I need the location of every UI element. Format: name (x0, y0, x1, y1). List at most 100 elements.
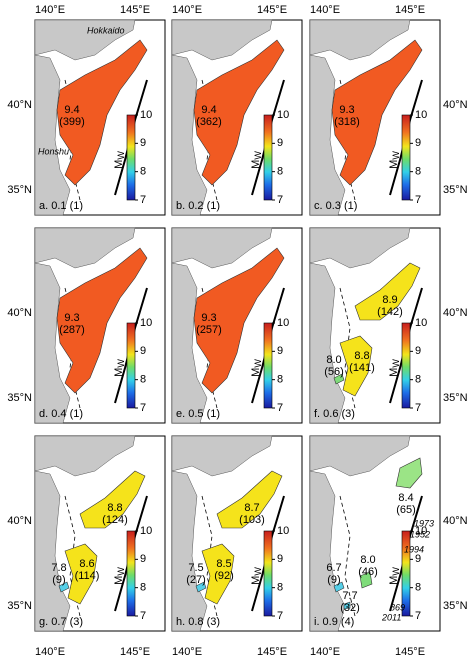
colorbar-label: MW (388, 567, 401, 585)
land (171, 435, 273, 477)
colorbar-label-main: M (388, 368, 400, 377)
latitude-label: 40°N (443, 515, 468, 527)
land (171, 262, 208, 424)
zone-count: (92) (214, 570, 234, 582)
land (34, 54, 71, 216)
land (34, 435, 136, 477)
land (309, 227, 411, 269)
panel-label: f. 0.6 (3) (314, 408, 355, 420)
colorbar-tick-label: 8 (415, 166, 421, 178)
colorbar-label-sub: W (391, 567, 401, 576)
panel-label: g. 0.7 (3) (39, 616, 83, 628)
rupture-zone (395, 457, 423, 489)
place-label: Hokkaido (87, 25, 125, 35)
land (309, 54, 346, 216)
longitude-label: 145°E (257, 646, 287, 658)
zone-count: (27) (186, 574, 206, 586)
zone-count: (103) (239, 514, 265, 526)
land (309, 435, 411, 477)
colorbar-label: MW (113, 359, 126, 377)
longitude-label: 145°E (395, 646, 425, 658)
zone-magnitude: 6.7 (326, 562, 341, 574)
zone-count: (141) (349, 362, 375, 374)
zone-count: (124) (102, 514, 128, 526)
zone-magnitude: 9.3 (339, 104, 354, 116)
year-label: 1994 (404, 544, 424, 554)
colorbar-label-sub: W (391, 359, 401, 368)
colorbar-label: MW (113, 151, 126, 169)
colorbar-label: MW (250, 359, 263, 377)
colorbar-tick-label: 8 (277, 166, 283, 178)
rupture-zone (195, 581, 207, 593)
panel-label: b. 0.2 (1) (176, 200, 220, 212)
zone-count: (32) (340, 602, 360, 614)
latitude-label: 40°N (443, 99, 468, 111)
colorbar-tick-label: 7 (415, 402, 421, 414)
zone-magnitude: 8.5 (216, 558, 231, 570)
zone-count: (362) (196, 116, 222, 128)
zone-magnitude: 8.7 (244, 502, 259, 514)
zone-count: (399) (59, 116, 85, 128)
longitude-label: 140°E (172, 4, 202, 16)
zone-magnitude: 9.4 (201, 104, 216, 116)
latitude-label: 40°N (7, 99, 32, 111)
zone-magnitude: 9.3 (201, 312, 216, 324)
colorbar-tick-label: 10 (415, 525, 427, 537)
colorbar-label: MW (388, 359, 401, 377)
rupture-zone (79, 470, 146, 529)
zone-magnitude: 8.0 (326, 354, 341, 366)
colorbar-tick-label: 9 (140, 553, 146, 565)
latitude-label: 35°N (443, 600, 468, 612)
colorbar-tick-label: 8 (140, 582, 146, 594)
panel-label: e. 0.5 (1) (176, 408, 220, 420)
rupture-zone (58, 581, 70, 593)
zone-count: (142) (377, 306, 403, 318)
longitude-label: 145°E (120, 646, 150, 658)
colorbar-tick-label: 8 (140, 374, 146, 386)
colorbar-label-main: M (388, 576, 400, 585)
zone-magnitude: 7.8 (51, 562, 66, 574)
colorbar-label: MW (250, 151, 263, 169)
colorbar-label-main: M (113, 576, 125, 585)
zone-magnitude: 8.8 (354, 350, 369, 362)
colorbar-label-main: M (250, 368, 262, 377)
rupture-zone (216, 470, 283, 529)
rupture-zone (359, 571, 373, 589)
colorbar-label: MW (250, 567, 263, 585)
colorbar-label-main: M (113, 160, 125, 169)
zone-magnitude: 8.9 (382, 294, 397, 306)
colorbar (401, 530, 411, 617)
latitude-label: 40°N (7, 515, 32, 527)
colorbar-tick-label: 7 (140, 402, 146, 414)
colorbar-tick-label: 9 (415, 137, 421, 149)
latitude-label: 40°N (443, 307, 468, 319)
land (34, 19, 136, 61)
zone-count: (46) (358, 566, 378, 578)
rupture-zone (201, 543, 235, 605)
zone-count: (56) (324, 366, 344, 378)
longitude-label: 140°E (310, 646, 340, 658)
year-label: 1952 (410, 529, 430, 539)
panel-label: d. 0.4 (1) (39, 408, 83, 420)
colorbar-tick-label: 7 (140, 194, 146, 206)
colorbar (263, 114, 273, 201)
colorbar-tick-label: 9 (415, 553, 421, 565)
panel-label: h. 0.8 (3) (176, 616, 220, 628)
colorbar-label-sub: W (116, 567, 126, 576)
colorbar-label-main: M (113, 368, 125, 377)
colorbar-label-sub: W (253, 567, 263, 576)
colorbar-tick-label: 10 (415, 109, 427, 121)
colorbar-label: MW (113, 567, 126, 585)
colorbar (401, 322, 411, 409)
colorbar-tick-label: 9 (140, 345, 146, 357)
land (34, 262, 71, 424)
colorbar (126, 322, 136, 409)
colorbar-tick-label: 7 (140, 610, 146, 622)
colorbar-tick-label: 8 (277, 374, 283, 386)
colorbar-tick-label: 9 (277, 345, 283, 357)
